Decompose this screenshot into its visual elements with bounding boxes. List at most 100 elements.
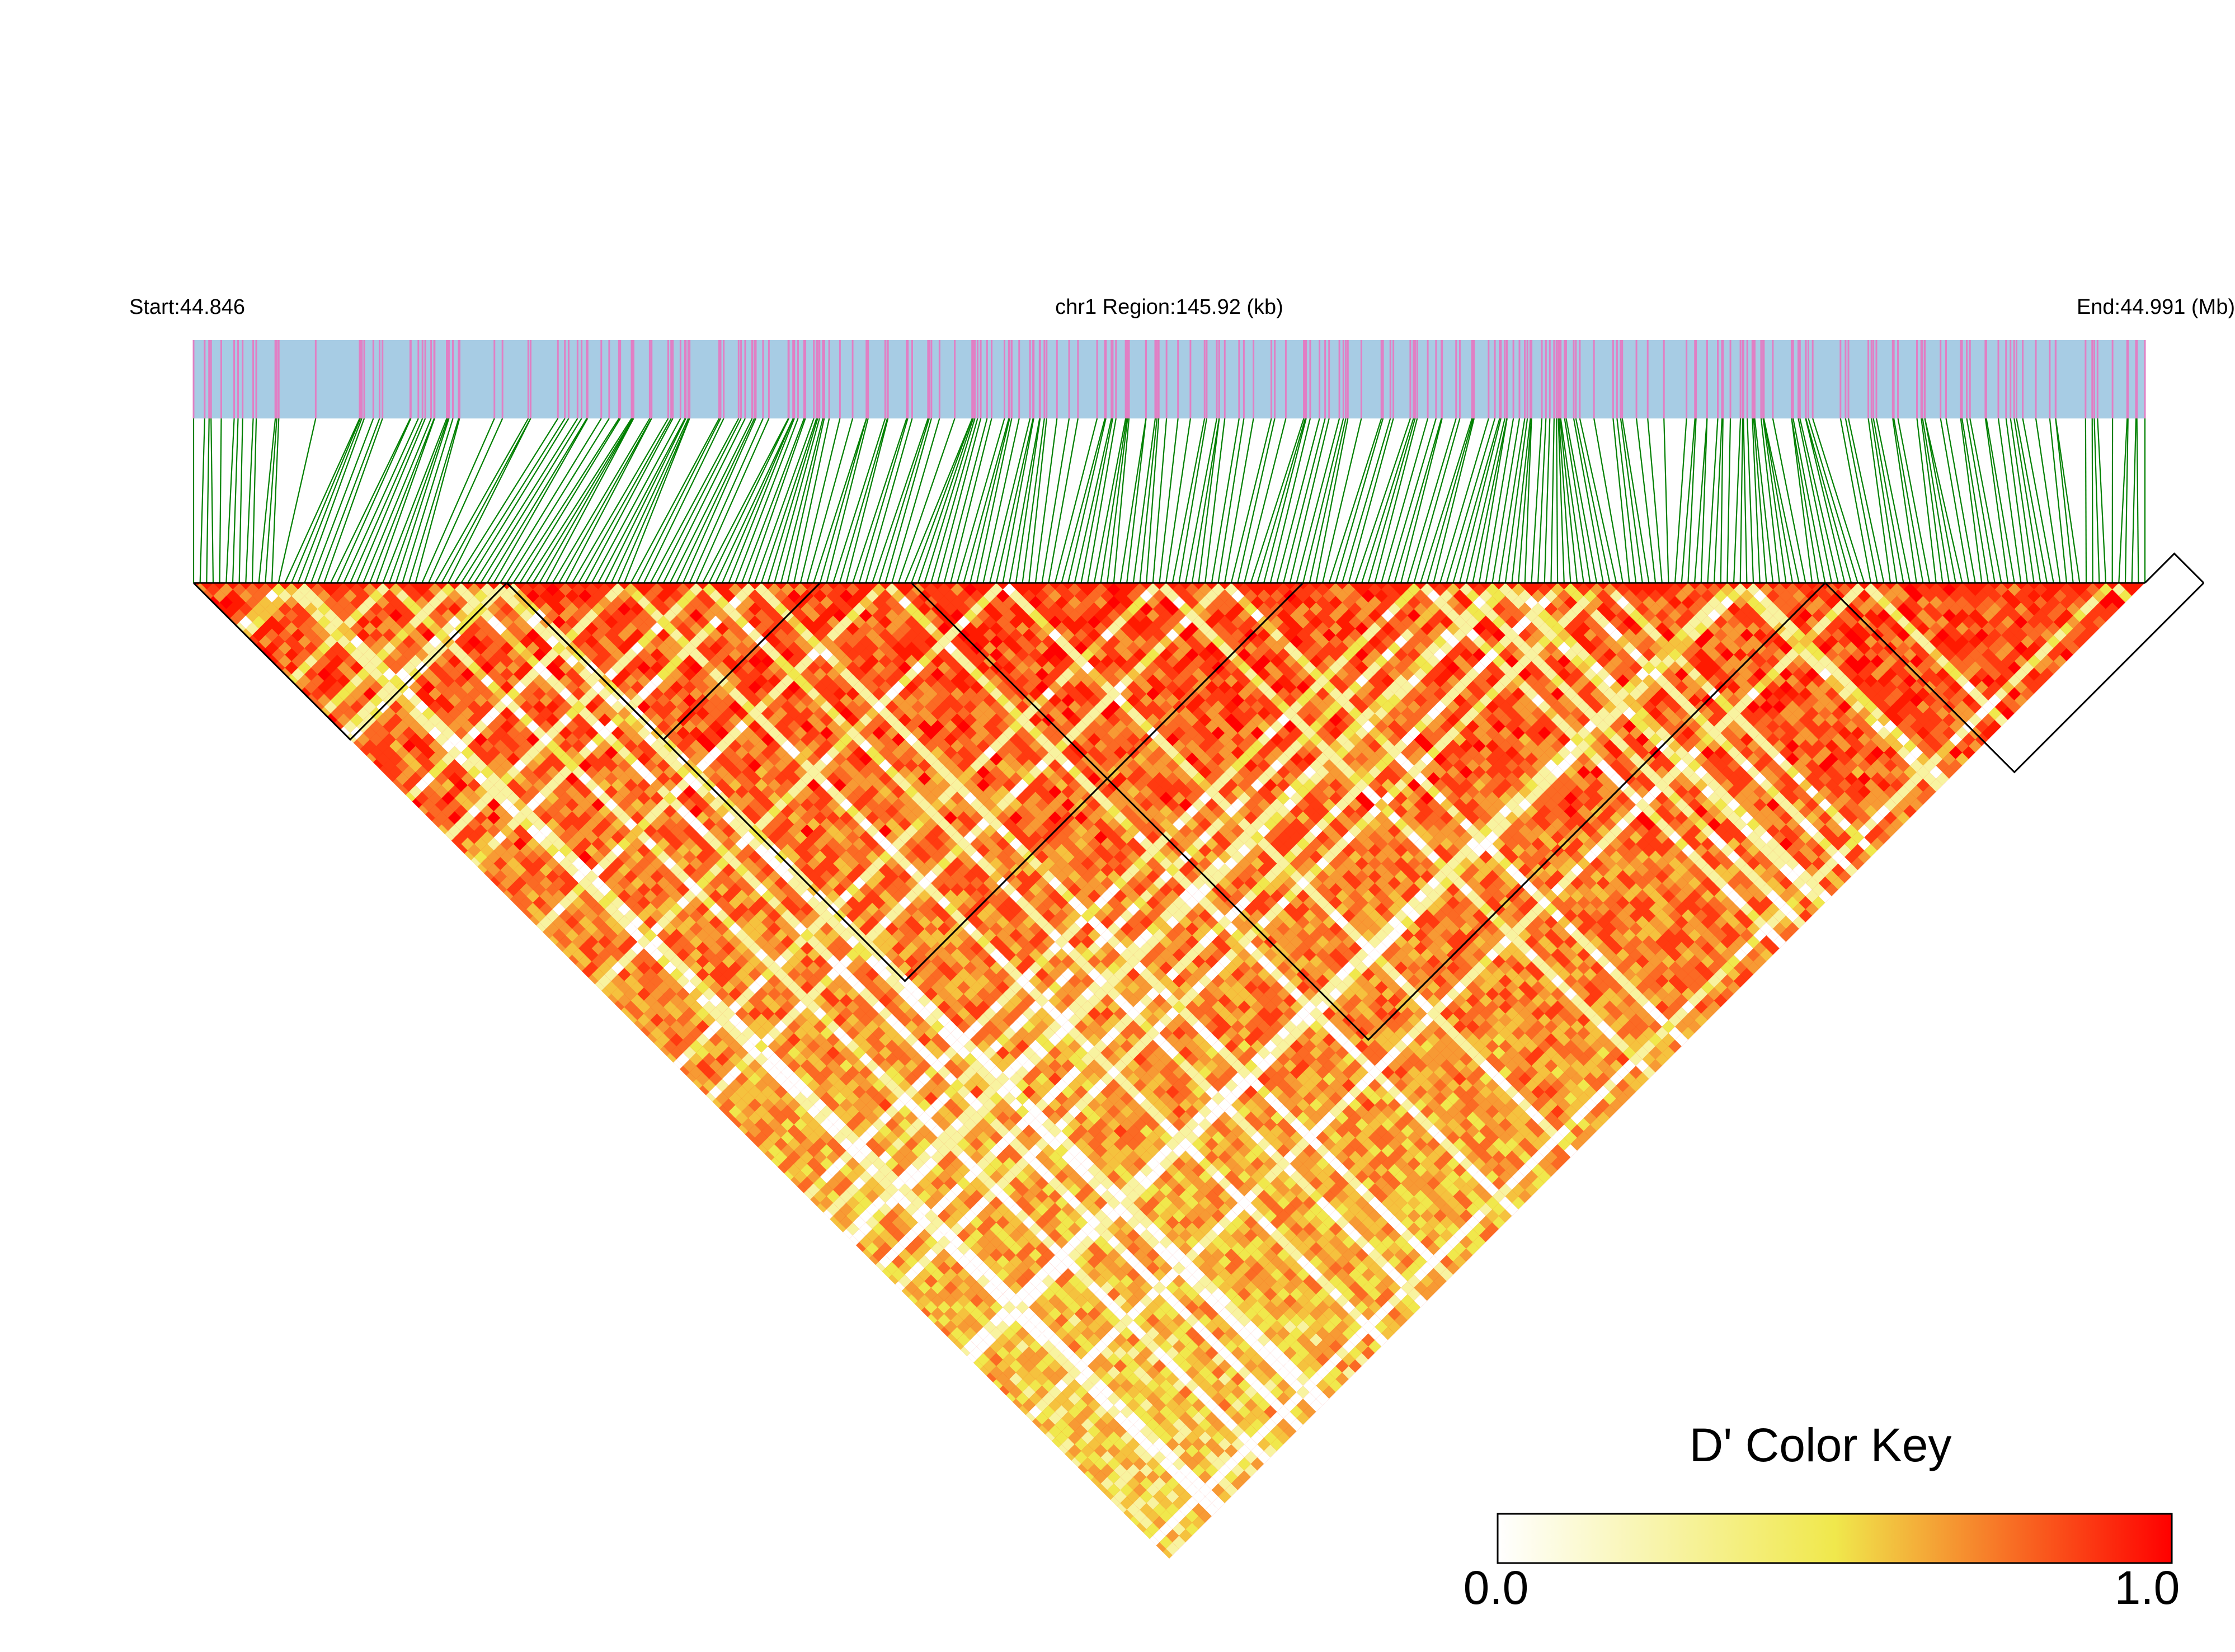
snp-connector-line (1921, 418, 1944, 583)
snp-connector-line (1924, 418, 1963, 583)
snp-connector-line (1067, 418, 1107, 583)
snp-connector-line (297, 418, 363, 583)
snp-connector-line (388, 418, 449, 583)
ld-cell (552, 915, 566, 929)
snp-connector-line (2136, 418, 2139, 583)
snp-connector-line (467, 418, 570, 583)
snp-connector-line (473, 418, 578, 583)
snp-connector-line (210, 418, 214, 583)
snp-connector-line (1171, 418, 1206, 583)
snp-connector-line (1579, 418, 1617, 583)
snp-connector-line (402, 418, 454, 583)
snp-connector-line (1808, 418, 1858, 583)
snp-connector-line (2055, 418, 2081, 583)
snp-connector-line (349, 418, 424, 583)
snp-connector-line (454, 418, 559, 583)
snp-connector-line (408, 418, 459, 583)
snp-connector-line (519, 418, 621, 583)
ld-cell (820, 1183, 834, 1197)
snp-connector-line (1433, 418, 1475, 583)
snp-connector-line (656, 418, 742, 583)
snp-connector-line (1302, 418, 1344, 583)
snp-connector-line (1244, 418, 1287, 583)
ld-cell (246, 622, 259, 636)
snp-connector-line (1893, 418, 1924, 583)
snp-connector-line (1276, 418, 1320, 583)
ld-cell (356, 733, 370, 746)
snp-connector-line (1406, 418, 1457, 583)
snp-connector-line (597, 418, 686, 583)
snp-connector-line (963, 418, 1010, 583)
snp-connector-line (369, 418, 435, 583)
snp-connector-line (754, 418, 815, 583)
snp-connector-line (845, 418, 889, 583)
snp-connector-line (1524, 418, 1532, 583)
ld-cell (885, 1262, 898, 1275)
ld-cell (369, 733, 383, 746)
snp-connector-line (1022, 418, 1045, 583)
snp-connector-line (1113, 418, 1130, 583)
snp-connector-line (1984, 418, 2009, 583)
snp-connector-line (493, 418, 589, 583)
snp-connector-line (1892, 418, 1917, 583)
snp-connector-line (970, 418, 1010, 583)
ld-cell (722, 1111, 736, 1125)
snp-connector-line (1693, 418, 1708, 583)
snp-connector-line (865, 418, 913, 583)
snp-connector-line (1328, 418, 1382, 583)
snp-connector-line (1663, 418, 1669, 583)
snp-connector-line (1374, 418, 1418, 583)
snp-connector-line (1805, 418, 1852, 583)
snp-connector-line (265, 418, 277, 583)
snp-connector-line (532, 418, 633, 583)
snp-connector-line (676, 418, 755, 583)
snp-connector-line (1211, 418, 1240, 583)
ld-cell (820, 1196, 834, 1209)
snp-connector-line (271, 418, 280, 583)
snp-connector-line (1763, 418, 1800, 583)
ld-cell (304, 667, 318, 681)
snp-connector-line (1985, 418, 2015, 583)
ld-cell (624, 1000, 638, 1014)
snp-connector-line (1762, 418, 1787, 583)
snp-connector-line (1093, 418, 1127, 583)
snp-connector-line (917, 418, 974, 583)
ld-cell (917, 1281, 931, 1295)
snp-connector-line (1237, 418, 1276, 583)
snp-connector-line (1997, 418, 2022, 583)
snp-connector-line (245, 418, 254, 583)
snp-connector-line (356, 418, 426, 583)
ld-cell (324, 700, 337, 714)
snp-connector-line (1799, 418, 1839, 583)
snp-connector-line (571, 418, 669, 583)
snp-connector-line (995, 418, 1034, 583)
snp-connector-line (1152, 418, 1168, 583)
snp-connector-line (199, 418, 205, 583)
snp-connector-line (343, 418, 419, 583)
snp-connector-line (304, 418, 365, 583)
snp-connector-line (1805, 418, 1846, 583)
snp-connector-line (1753, 418, 1767, 583)
snp-connector-line (630, 418, 720, 583)
snp-connector-line (1191, 418, 1220, 583)
ld-cell (304, 680, 318, 694)
ld-cell (533, 896, 546, 910)
snp-connector-line (1034, 418, 1058, 583)
ld-cell (951, 1314, 964, 1327)
ld-cell (565, 942, 579, 955)
snp-tick-marks (192, 340, 2146, 418)
ld-cell (402, 778, 416, 792)
snp-connector-line (1309, 418, 1347, 583)
snp-connector-line (637, 418, 722, 583)
ld-cell (258, 635, 272, 648)
snp-connector-line (1565, 418, 1598, 583)
snp-connector-line (872, 418, 929, 583)
ld-cell (787, 1150, 801, 1164)
ld-cell (271, 648, 285, 661)
snp-connector-line (1616, 418, 1637, 583)
snp-connector-line (1452, 418, 1500, 583)
snp-connector-line (1511, 418, 1531, 583)
snp-connector-line (1230, 418, 1272, 583)
snp-connector-line (1940, 418, 1970, 583)
snp-connector-line (1354, 418, 1411, 583)
